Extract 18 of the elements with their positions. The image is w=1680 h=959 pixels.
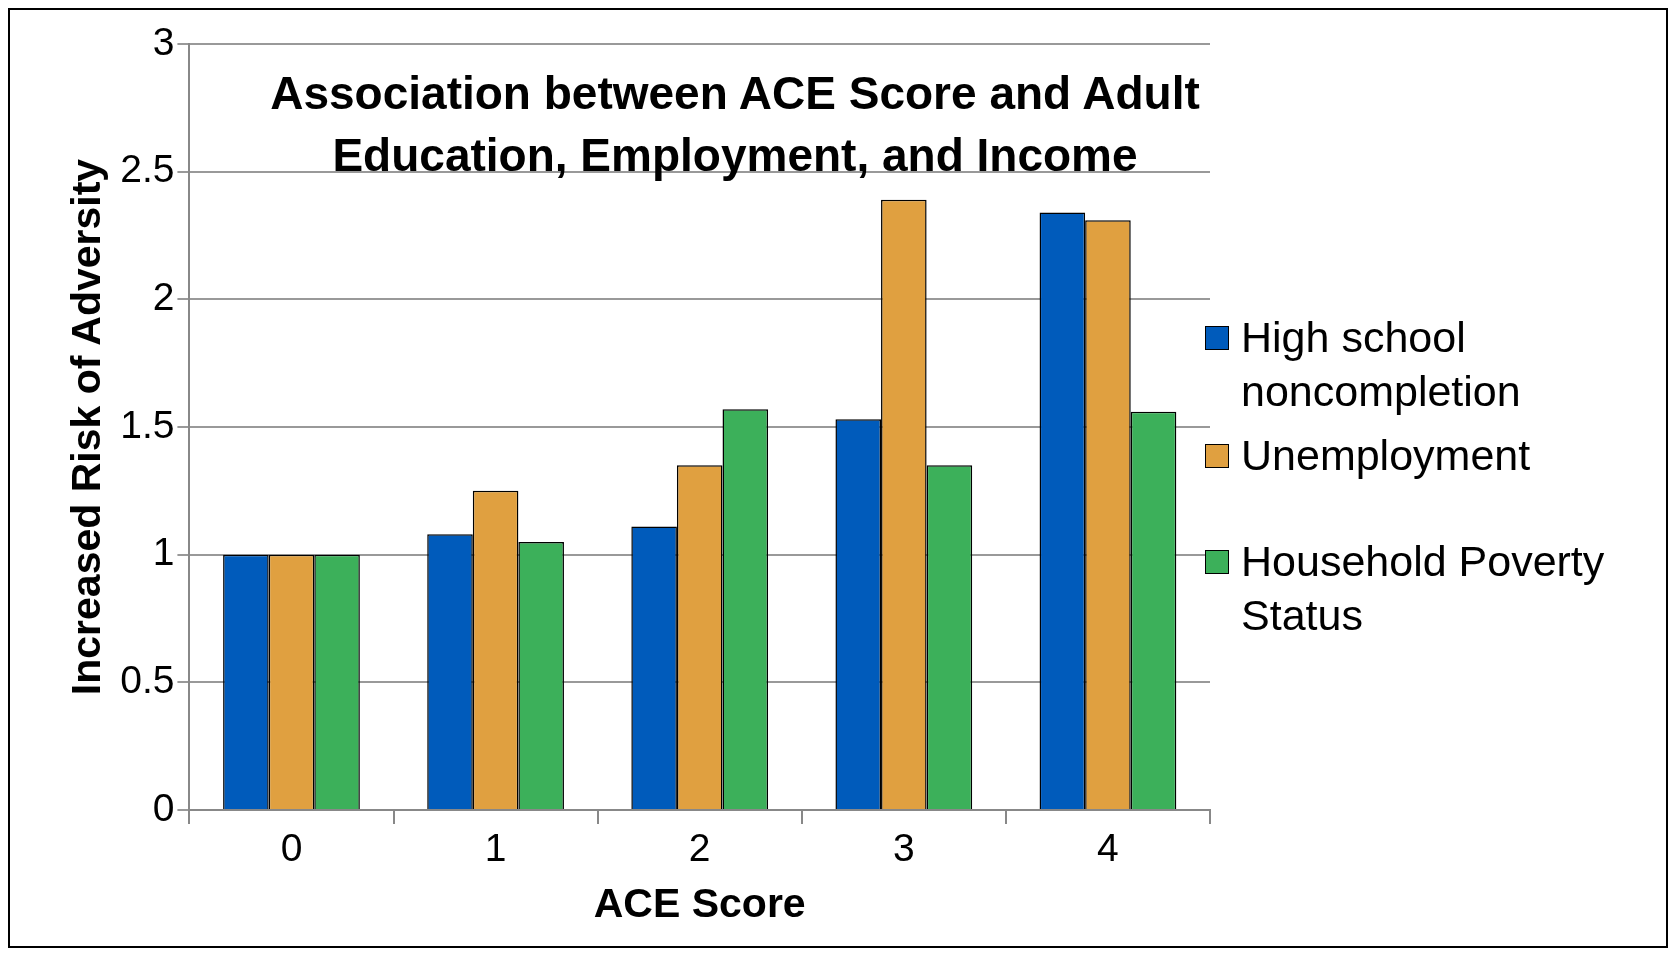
y-tick-label: 1	[152, 530, 175, 574]
y-tick-label: 2.5	[120, 147, 175, 191]
legend-label: High school noncompletion	[1241, 312, 1522, 417]
x-tick-label: 1	[484, 826, 507, 870]
y-tick-label: 0.5	[120, 658, 175, 702]
x-tick-label: 2	[688, 826, 711, 870]
legend-label: Unemployment	[1241, 430, 1531, 481]
x-axis-title: ACE Score	[593, 879, 806, 926]
y-tick-label: 3	[152, 19, 175, 63]
legend-label: Household Poverty Status	[1241, 536, 1606, 641]
y-tick-label: 0	[152, 785, 175, 829]
x-tick-label: 4	[1097, 826, 1119, 870]
y-tick-label: 1.5	[120, 402, 175, 446]
x-tick-label: 3	[892, 826, 915, 870]
text: Association between ACE Score and Adult Education, Employment, and Income	[270, 66, 1200, 183]
y-tick-label: 2	[152, 275, 175, 319]
y-axis-title: Increased Risk of Adversity	[62, 158, 109, 696]
x-tick-label: 0	[280, 826, 303, 870]
